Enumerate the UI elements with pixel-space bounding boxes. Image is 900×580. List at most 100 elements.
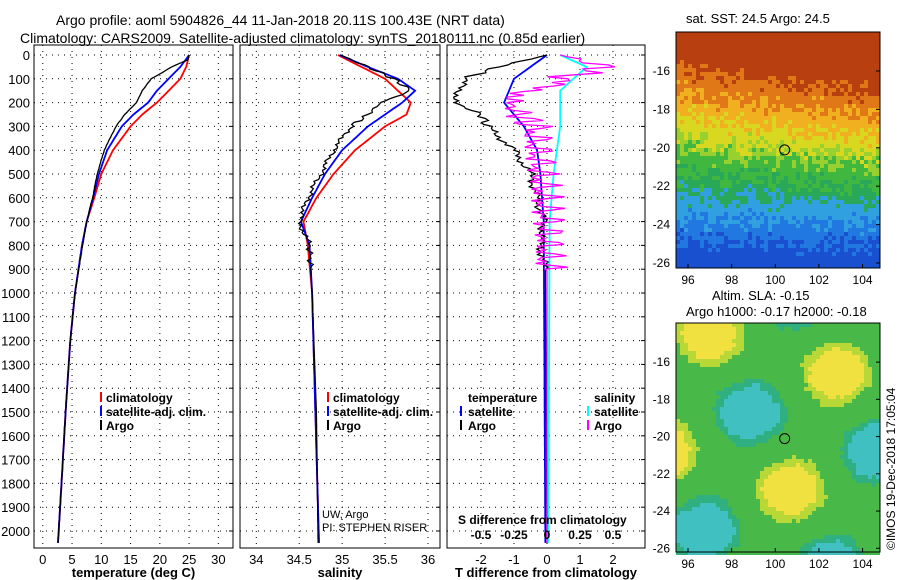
map-cell <box>796 252 800 256</box>
map-cell <box>784 224 788 228</box>
map-cell <box>808 176 812 180</box>
map-cell <box>804 32 808 36</box>
map-cell <box>712 116 716 120</box>
map-cell <box>700 403 704 407</box>
map-cell <box>788 419 792 423</box>
map-cell <box>800 108 804 112</box>
map-cell <box>696 88 700 92</box>
map-cell <box>796 347 800 351</box>
map-cell <box>764 335 768 339</box>
y-tick-label: 400 <box>8 143 30 158</box>
map-cell <box>772 104 776 108</box>
map-cell <box>756 447 760 451</box>
map-cell <box>692 351 696 355</box>
map-cell <box>724 216 728 220</box>
map-cell <box>684 439 688 443</box>
map-cell <box>828 339 832 343</box>
map-cell <box>840 455 844 459</box>
map-cell <box>812 128 816 132</box>
map-cell <box>776 236 780 240</box>
map-cell <box>872 208 876 212</box>
map-cell <box>784 92 788 96</box>
map-cell <box>764 96 768 100</box>
map-cell <box>796 188 800 192</box>
map-cell <box>788 44 792 48</box>
map-cell <box>784 100 788 104</box>
x-tick-label: 15 <box>123 552 137 567</box>
map-cell <box>792 455 796 459</box>
map-cell <box>696 44 700 48</box>
map-cell <box>828 435 832 439</box>
map-cell <box>764 216 768 220</box>
map-cell <box>712 264 716 268</box>
map-cell <box>676 216 680 220</box>
map-cell <box>872 200 876 204</box>
map-cell <box>816 331 820 335</box>
map-cell <box>688 379 692 383</box>
map-cell <box>720 244 724 248</box>
map-cell <box>748 403 752 407</box>
map-cell <box>696 40 700 44</box>
map-cell <box>868 188 872 192</box>
map-cell <box>856 168 860 172</box>
map-cell <box>688 172 692 176</box>
map-cell <box>868 371 872 375</box>
map-cell <box>824 196 828 200</box>
map-cell <box>788 431 792 435</box>
map-cell <box>688 403 692 407</box>
map-cell <box>752 359 756 363</box>
map-cell <box>768 124 772 128</box>
map-cell <box>800 180 804 184</box>
map-cell <box>752 196 756 200</box>
map-cell <box>832 252 836 256</box>
map-cell <box>756 367 760 371</box>
map-cell <box>736 172 740 176</box>
map-cell <box>712 156 716 160</box>
map-cell <box>792 252 796 256</box>
map-cell <box>764 351 768 355</box>
map-cell <box>840 216 844 220</box>
map-cell <box>692 192 696 196</box>
lat-tick-label: -18 <box>653 102 671 116</box>
map-cell <box>828 427 832 431</box>
map-cell <box>856 108 860 112</box>
map-cell <box>828 451 832 455</box>
map-cell <box>688 411 692 415</box>
map-cell <box>768 264 772 268</box>
map-cell <box>716 168 720 172</box>
map-cell <box>680 68 684 72</box>
map-cell <box>712 367 716 371</box>
map-cell <box>716 403 720 407</box>
map-cell <box>748 367 752 371</box>
map-cell <box>744 196 748 200</box>
map-cell <box>824 88 828 92</box>
map-cell <box>868 212 872 216</box>
map-cell <box>832 411 836 415</box>
sla-map <box>675 322 881 555</box>
map-cell <box>724 256 728 260</box>
map-cell <box>772 140 776 144</box>
map-cell <box>772 128 776 132</box>
map-cell <box>792 112 796 116</box>
map-cell <box>696 439 700 443</box>
map-cell <box>828 64 832 68</box>
map-cell <box>876 108 880 112</box>
map-cell <box>820 68 824 72</box>
map-cell <box>816 76 820 80</box>
map-cell <box>748 188 752 192</box>
map-cell <box>832 240 836 244</box>
map-cell <box>848 84 852 88</box>
map-cell <box>780 168 784 172</box>
map-cell <box>684 260 688 264</box>
map-cell <box>688 168 692 172</box>
map-cell <box>772 184 776 188</box>
map-cell <box>864 331 868 335</box>
map-cell <box>872 176 876 180</box>
map-cell <box>792 184 796 188</box>
map-cell <box>832 96 836 100</box>
map-cell <box>740 212 744 216</box>
map-cell <box>724 244 728 248</box>
map-cell <box>864 36 868 40</box>
map-cell <box>816 419 820 423</box>
map-cell <box>844 367 848 371</box>
